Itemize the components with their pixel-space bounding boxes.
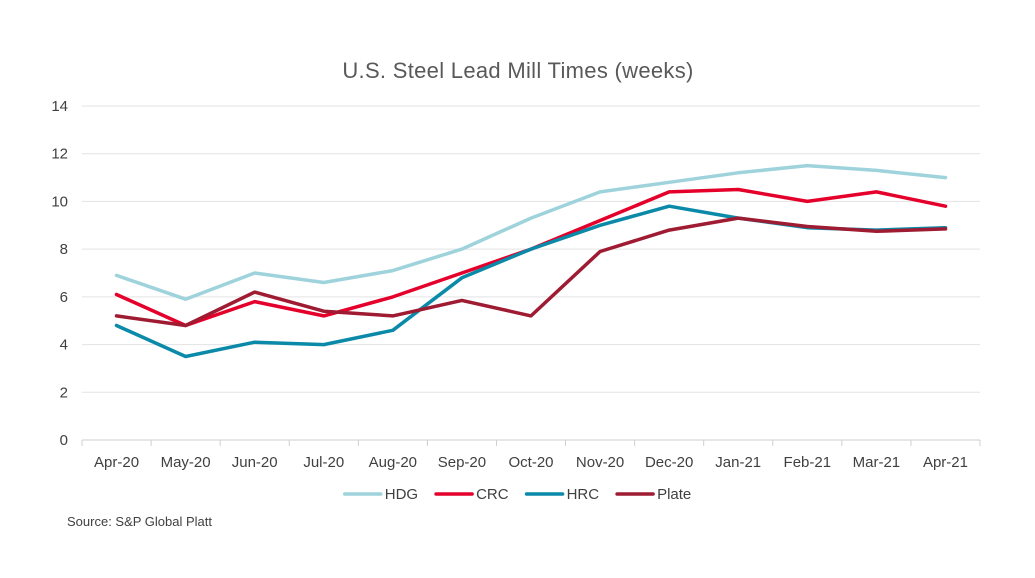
legend-label: HDG [385,486,418,503]
x-tick-label: Aug-20 [369,454,417,471]
x-tick-label: May-20 [161,454,211,471]
y-tick-label: 12 [51,146,68,163]
series-line-crc [114,187,948,328]
legend-item-plate: Plate [615,486,691,503]
legend: HDG CRC HRC Plate [342,486,691,503]
y-tick-label: 4 [60,337,68,354]
y-tick-label: 0 [60,432,68,449]
chart-title: U.S. Steel Lead Mill Times (weeks) [342,58,693,83]
legend-label: CRC [476,486,509,503]
series-line-hdg [114,163,948,301]
legend-label: Plate [657,486,691,503]
y-tick-label: 8 [60,241,68,258]
source-note: Source: S&P Global Platt [67,514,213,529]
legend-item-hrc: HRC [524,486,600,503]
y-tick-label: 10 [51,193,68,210]
x-tick-label: Dec-20 [645,454,693,471]
legend-item-crc: CRC [434,486,509,503]
x-tick-label: Apr-20 [94,454,139,471]
y-tick-label: 2 [60,384,68,401]
x-tick-label: Oct-20 [508,454,553,471]
x-tick-label: Jan-21 [715,454,761,471]
legend-label: HRC [567,486,600,503]
x-tick-label: Nov-20 [576,454,624,471]
x-tick-label: Jun-20 [232,454,278,471]
x-tick-label: Mar-21 [853,454,901,471]
series-line-plate [114,216,948,328]
y-tick-label: 14 [51,98,68,115]
x-tick-label: Jul-20 [303,454,344,471]
x-tick-label: Apr-21 [923,454,968,471]
legend-item-hdg: HDG [342,486,418,503]
series-lines [114,163,948,359]
x-tick-label: Sep-20 [438,454,486,471]
axes: 0 2 4 6 8 10 12 14 Apr-20 May-20 Jun-20 Jul-20 Aug-2… [51,98,981,471]
y-tick-label: 6 [60,289,68,306]
x-tick-label: Feb-21 [784,454,832,471]
gridlines [82,105,980,393]
